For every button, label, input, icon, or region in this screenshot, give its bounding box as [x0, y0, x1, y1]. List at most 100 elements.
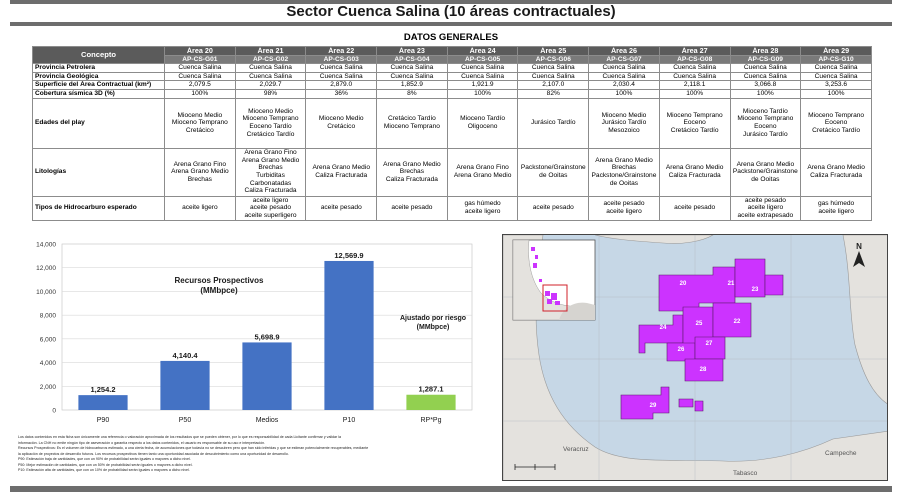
area-code: AP-CS-G05 [446, 54, 519, 65]
table-cell: Cuenca Salina [517, 71, 590, 82]
footnote-line: P10: Estimación alta de cantidades, que … [18, 468, 190, 472]
row-label: Tipos de Hidrocarburo esperado [32, 195, 165, 221]
table-cell: 100% [164, 88, 236, 99]
table-cell: Cuenca Salina [164, 63, 236, 73]
inset-highlight [542, 284, 568, 312]
table-cell: Arena Grano Medio Caliza Fracturada [658, 147, 731, 197]
table-cell: 82% [517, 88, 590, 99]
y-tick-label: 14,000 [36, 242, 56, 249]
bar [160, 360, 210, 410]
footnote-line: P90: Estimación baja de cantidades, que … [18, 457, 191, 461]
table-cell: Cuenca Salina [446, 63, 519, 73]
area-22-polygon [712, 302, 752, 338]
concept-header: Concepto [32, 45, 165, 65]
title-rule [10, 22, 892, 26]
land-mass-east [842, 235, 887, 404]
table-cell: Cuenca Salina [517, 63, 590, 73]
bar-value-label: 5,698.9 [254, 332, 279, 341]
footnote-line: Los datos contenidos en esta ficha son ú… [18, 435, 342, 439]
area-23-polygon [764, 274, 784, 296]
table-cell: Mioceno Medio Mioceno Temprano Cretácico [164, 97, 236, 149]
risk-adjusted-label: Ajustado por riesgo (MMbpce) [388, 314, 478, 332]
table-cell: Cuenca Salina [305, 71, 378, 82]
bar-value-label: 4,140.4 [172, 351, 198, 360]
table-cell: Jurásico Tardío [517, 97, 590, 149]
table-cell: Arena Grano Medio Brechas Caliza Fractur… [376, 147, 448, 197]
table-cell: aceite pesado [305, 195, 378, 221]
table-cell: Arena Grano Medio Caliza Fracturada [800, 147, 872, 197]
prospective-resources-chart: 0 2,000 4,000 6,000 8,000 10,000 12,000 14,000 1… [10, 238, 490, 434]
table-cell: Mioceno Medio Jurásico Tardío Mesozoico [588, 97, 660, 149]
table-cell: gas húmedo aceite ligero [446, 195, 519, 221]
area-header: Área 21 [234, 46, 307, 56]
table-cell: Arena Grano Medio Packstone/Grainstone d… [729, 147, 802, 197]
table-cell: 2,118.1 [658, 80, 731, 90]
area-label: 27 [706, 341, 713, 347]
area-label: 21 [728, 281, 735, 287]
chart-title-line: (MMbpce) [200, 286, 238, 295]
table-cell: gas húmedo aceite ligero [800, 195, 872, 221]
table-cell: Cuenca Salina [234, 71, 307, 82]
y-tick-label: 8,000 [40, 313, 57, 320]
area-header: Área 28 [729, 46, 802, 56]
area-header: Área 25 [517, 46, 590, 56]
table-cell: Cuenca Salina [234, 63, 307, 73]
x-tick-label: P90 [97, 417, 110, 424]
table-cell: 100% [588, 88, 660, 99]
area-29-annex [678, 398, 694, 408]
table-cell: Cretácico Tardío Mioceno Temprano [376, 97, 448, 149]
area-code: AP-CS-G06 [517, 54, 590, 65]
table-cell: Cuenca Salina [800, 71, 872, 82]
bar-value-label: 1,287.1 [418, 385, 443, 394]
area-header: Área 29 [800, 46, 872, 56]
place-label: Veracruz [563, 446, 589, 453]
area-code: AP-CS-G03 [305, 54, 378, 65]
chart-title-line: Recursos Prospectivos [174, 276, 264, 285]
table-cell: 3,253.6 [800, 80, 872, 90]
table-cell: aceite pesado aceite ligero [588, 195, 660, 221]
row-label: Edades del play [32, 97, 165, 149]
table-cell: Arena Grano Fino Arena Grano Medio Brech… [234, 147, 307, 197]
table-cell: Cuenca Salina [164, 71, 236, 82]
area-29-polygon [620, 386, 670, 420]
table-cell: aceite ligero [164, 195, 236, 221]
place-label: Tabasco [733, 470, 758, 477]
north-arrow-icon: N [853, 242, 865, 267]
area-code: AP-CS-G02 [234, 54, 307, 65]
table-row: Superficie del Área Contractual (km²) 2,0… [32, 80, 872, 90]
area-header: Área 20 [164, 46, 236, 56]
table-cell: Arena Grano Medio Caliza Fracturada [305, 147, 378, 197]
table-cell: Cuenca Salina [305, 63, 378, 73]
table-row: Edades del play Mioceno Medio Mioceno Tem… [32, 97, 872, 149]
row-label: Cobertura sísmica 3D (%) [32, 88, 165, 99]
section-subtitle: DATOS GENERALES [403, 32, 499, 43]
area-code: AP-CS-G08 [658, 54, 731, 65]
risk-unit: (MMbpce) [416, 324, 450, 331]
row-label: Litologías [32, 147, 165, 197]
table-row: Cobertura sísmica 3D (%) 100% 98% 36% 8% 100%… [32, 88, 872, 99]
map-svg: 20 21 22 23 24 25 26 27 28 29 N Veracruz… [503, 235, 887, 480]
area-label: 29 [650, 403, 657, 409]
area-label: 22 [734, 319, 741, 325]
table-row: Provincia Petrolera Cuenca Salina Cuenca S… [32, 63, 872, 73]
table-cell: 1,921.9 [446, 80, 519, 90]
table-cell: Cuenca Salina [729, 63, 802, 73]
bar [324, 260, 374, 410]
place-label: Campeche [825, 450, 857, 457]
page-title: Sector Cuenca Salina (10 áreas contractu… [286, 3, 616, 20]
bar-chart-svg: 0 2,000 4,000 6,000 8,000 10,000 12,000 14,000 1… [36, 242, 473, 424]
table-cell: Cuenca Salina [800, 63, 872, 73]
table-cell: Cuenca Salina [376, 63, 448, 73]
row-label: Provincia Petrolera [32, 63, 165, 73]
location-map[interactable]: 20 21 22 23 24 25 26 27 28 29 N Veracruz… [502, 234, 888, 481]
footnote-line: P50: Mejor estimación de cantidades, que… [18, 462, 193, 467]
table-cell: 98% [234, 88, 307, 99]
bar [406, 394, 456, 410]
bar-value-label: 12,569.9 [334, 251, 363, 260]
table-cell: 1,852.9 [376, 80, 448, 90]
footnote-line: información. La CNH no emite ningún tipo… [18, 440, 266, 445]
table-cell: 2,879.0 [305, 80, 378, 90]
table-cell: 8% [376, 88, 448, 99]
area-code: AP-CS-G07 [588, 54, 660, 65]
x-tick-label: RP*Pg [420, 417, 441, 424]
